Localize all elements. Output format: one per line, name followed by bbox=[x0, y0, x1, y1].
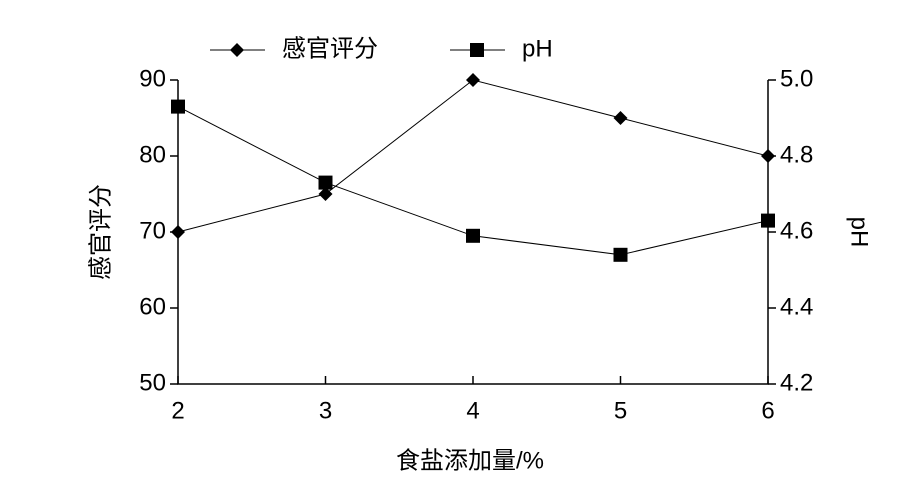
y-tick-label: 70 bbox=[139, 217, 166, 244]
series-line bbox=[177, 79, 769, 233]
y2-tick-label: 5.0 bbox=[780, 65, 813, 92]
y-axis-label: 感官评分 bbox=[87, 184, 114, 280]
x-tick-label: 4 bbox=[466, 397, 479, 424]
marker bbox=[613, 111, 628, 125]
marker bbox=[171, 225, 185, 239]
y2-tick-label: 4.8 bbox=[780, 141, 813, 168]
y2-axis-label: pH bbox=[846, 217, 873, 248]
marker bbox=[470, 43, 484, 57]
legend-label: pH bbox=[522, 35, 553, 62]
y-tick-label: 80 bbox=[139, 141, 166, 168]
marker bbox=[466, 73, 480, 87]
x-tick-label: 2 bbox=[171, 397, 184, 424]
y2-tick-label: 4.4 bbox=[780, 293, 813, 320]
legend-label: 感官评分 bbox=[282, 35, 378, 62]
y2-tick-label: 4.6 bbox=[780, 217, 813, 244]
marker bbox=[466, 228, 480, 243]
y-tick-label: 90 bbox=[139, 65, 166, 92]
x-axis-label: 食盐添加量/% bbox=[396, 447, 544, 474]
marker bbox=[613, 247, 628, 262]
x-tick-label: 6 bbox=[761, 397, 774, 424]
marker bbox=[318, 175, 333, 190]
y-tick-label: 60 bbox=[139, 293, 166, 320]
marker bbox=[318, 187, 333, 201]
marker bbox=[171, 99, 185, 114]
marker bbox=[761, 149, 775, 163]
x-tick-label: 3 bbox=[319, 397, 332, 424]
marker bbox=[230, 43, 244, 57]
x-tick-label: 5 bbox=[614, 397, 627, 424]
y2-tick-label: 4.2 bbox=[780, 369, 813, 396]
y-tick-label: 50 bbox=[139, 369, 166, 396]
marker bbox=[761, 213, 775, 228]
